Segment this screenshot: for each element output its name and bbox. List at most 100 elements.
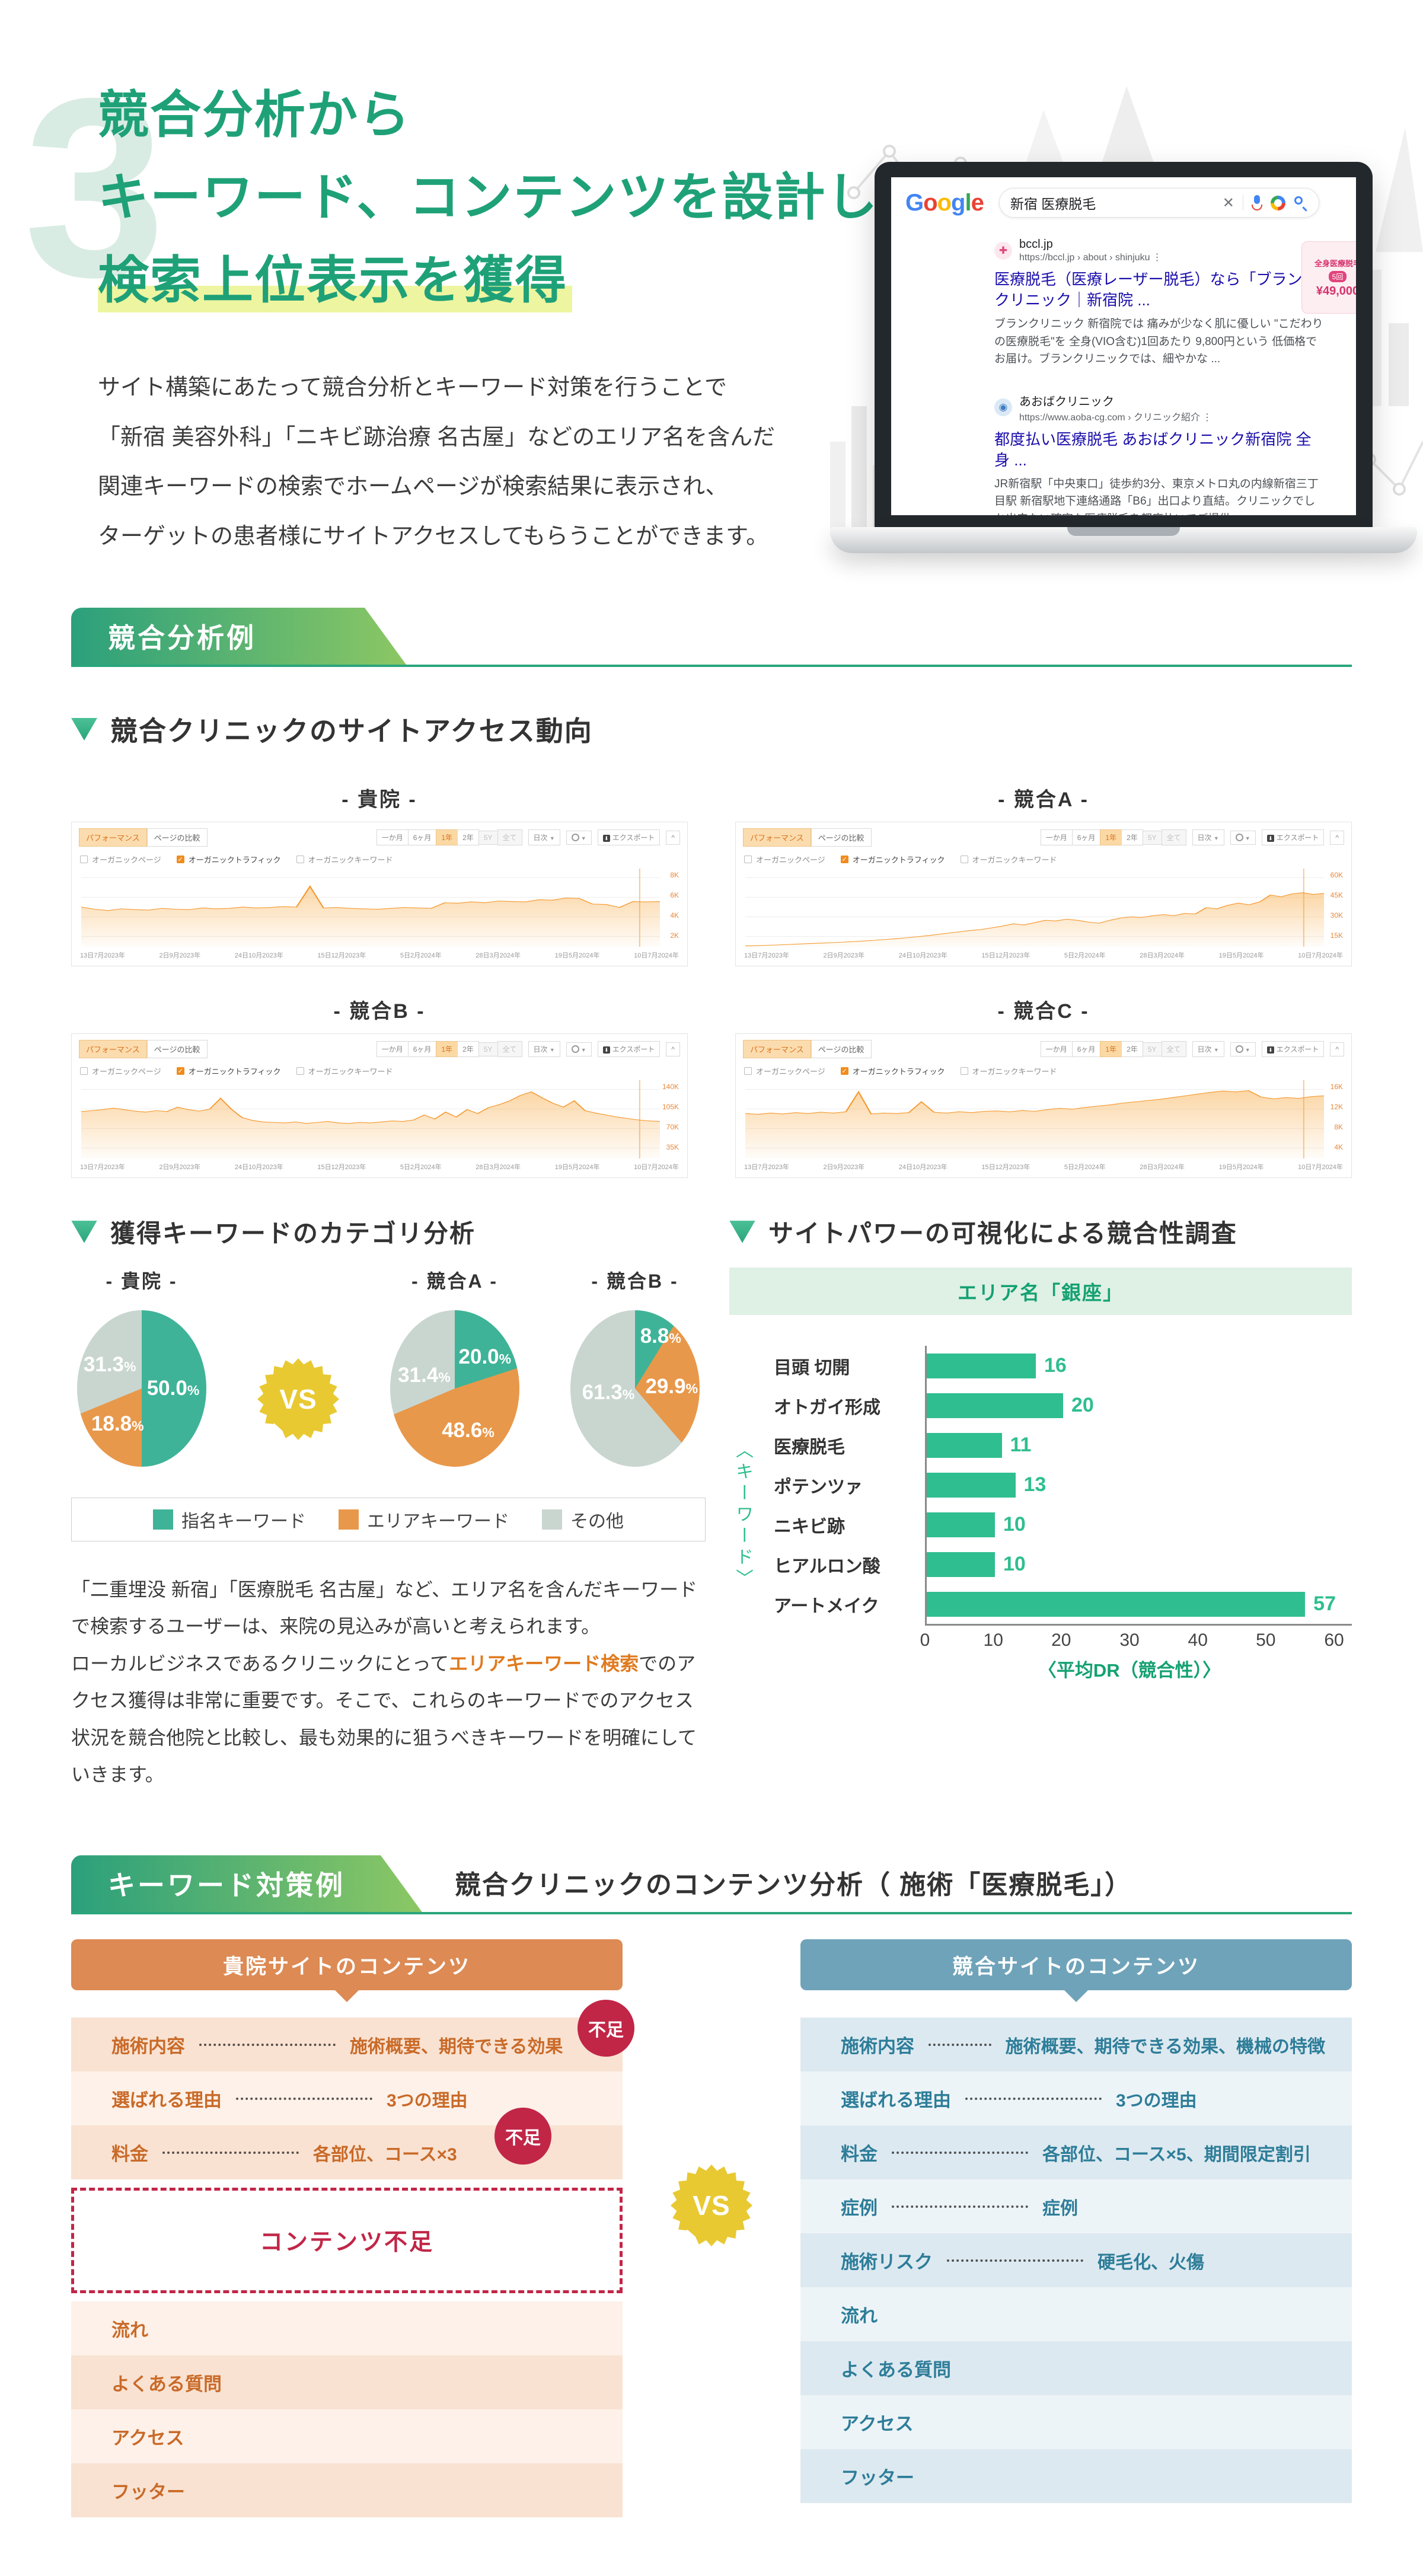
checkbox-organic-traffic[interactable]: ✓ オーガニックトラフィック	[176, 856, 281, 864]
result-description: ブランクリニック 新宿院では 痛みが少なく肌に優しい "こだわりの医療脱毛"を …	[994, 318, 1323, 366]
export-icon: ⬇	[1266, 835, 1274, 842]
bar-category: ニキビ跡	[774, 1517, 845, 1537]
analytics-grid: - 貴院 - パフォーマンス ページの比較 一か月 6ヶ月 1年 2年 5Y 全…	[71, 755, 1352, 1178]
range-6m-button[interactable]: 6ヶ月	[1071, 829, 1101, 845]
y-axis-label: 4K	[670, 911, 679, 920]
checkbox-organic-pages[interactable]: オーガニックページ	[744, 1065, 825, 1077]
collapse-button[interactable]: ^	[1330, 1042, 1344, 1056]
settings-circle-button[interactable]: ▼	[1230, 1042, 1256, 1056]
export-icon: ⬇	[1266, 1046, 1274, 1054]
checkbox-organic-keywords[interactable]: オーガニックキーワード	[296, 854, 393, 865]
range-1m-button[interactable]: 一か月	[1040, 1041, 1073, 1057]
range-1y-button[interactable]: 1年	[436, 1041, 458, 1057]
laptop-base	[830, 527, 1417, 553]
search-result: ◉ あおばクリニック https://www.aoba-cg.com › クリニ…	[994, 392, 1356, 515]
settings-circle-button[interactable]: ▼	[566, 830, 592, 845]
range-1y-button[interactable]: 1年	[436, 829, 458, 845]
collapse-button[interactable]: ^	[1330, 830, 1344, 845]
range-2y-button[interactable]: 2年	[1121, 1041, 1143, 1057]
result-title[interactable]: 医療脱毛（医療レーザー脱毛）なら「ブランクリニック｜新宿院 ...	[994, 270, 1303, 309]
range-all-button[interactable]: 全て	[1161, 1041, 1186, 1057]
search-input[interactable]: 新宿 医療脱毛 ✕	[998, 188, 1319, 218]
frequency-dropdown[interactable]: 日次 ▼	[1192, 829, 1224, 845]
tab-page-compare[interactable]: ページの比較	[811, 1040, 872, 1058]
table-row: 流れ	[71, 2302, 623, 2356]
range-5y-button[interactable]: 5Y	[478, 830, 498, 845]
export-button[interactable]: ⬇ エクスポート	[1261, 1041, 1325, 1057]
range-all-button[interactable]: 全て	[497, 1041, 522, 1057]
checkbox-organic-pages[interactable]: オーガニックページ	[744, 854, 825, 865]
export-button[interactable]: ⬇ エクスポート	[597, 829, 661, 845]
tab-page-compare[interactable]: ページの比較	[146, 1040, 208, 1058]
range-1y-button[interactable]: 1年	[1100, 829, 1122, 845]
y-axis-label: 30K	[1330, 911, 1343, 920]
clear-icon[interactable]: ✕	[1222, 194, 1234, 211]
search-query[interactable]: 新宿 医療脱毛	[1010, 196, 1096, 212]
triangle-marker-icon	[729, 1220, 755, 1243]
tab-page-compare[interactable]: ページの比較	[811, 828, 872, 847]
range-6m-button[interactable]: 6ヶ月	[407, 1041, 437, 1057]
emphasis-text: エリアキーワード検索	[449, 1652, 639, 1674]
range-1y-button[interactable]: 1年	[1100, 1041, 1122, 1057]
tab-performance[interactable]: パフォーマンス	[743, 828, 811, 847]
frequency-dropdown[interactable]: 日次 ▼	[528, 1041, 560, 1057]
range-5y-button[interactable]: 5Y	[478, 1042, 498, 1056]
range-1m-button[interactable]: 一か月	[376, 1041, 409, 1057]
keyword-paragraph: 「二重埋没 新宿」「医療脱毛 名古屋」など、エリア名を含んだキーワードで検索する…	[71, 1579, 698, 1785]
checkbox-organic-traffic[interactable]: ✓ オーガニックトラフィック	[840, 1067, 945, 1076]
section-competitive-analysis-header: 競合分析例	[71, 608, 1352, 667]
camera-lens-icon[interactable]	[1270, 195, 1285, 210]
bar-value: 10	[1003, 1513, 1026, 1536]
range-all-button[interactable]: 全て	[1161, 829, 1186, 845]
range-all-button[interactable]: 全て	[497, 829, 522, 845]
tab-performance[interactable]: パフォーマンス	[79, 828, 147, 847]
checkbox-checked-icon: ✓	[840, 856, 848, 863]
vs-text: VS	[693, 2189, 730, 2221]
range-2y-button[interactable]: 2年	[457, 1041, 479, 1057]
table-row: 施術内容 施術概要、期待できる効果 不足	[71, 2000, 634, 2072]
checkbox-organic-pages[interactable]: オーガニックページ	[80, 1065, 161, 1077]
collapse-button[interactable]: ^	[666, 830, 680, 845]
checkbox-organic-traffic[interactable]: ✓ オーガニックトラフィック	[176, 1067, 281, 1076]
checkbox-organic-pages[interactable]: オーガニックページ	[80, 854, 161, 865]
legend-label: 指名キーワード	[181, 1512, 306, 1531]
section-heading: 競合クリニックのコンテンツ分析（ 施術「医療脱毛」）	[455, 1870, 1132, 1900]
table-row: よくある質問	[800, 2341, 1352, 2396]
checkbox-organic-keywords[interactable]: オーガニックキーワード	[960, 1065, 1057, 1077]
checkbox-icon	[296, 856, 304, 863]
traffic-area-chart: 16K 12K 8K 4K	[745, 1080, 1343, 1158]
hero-description: サイト構築にあたって競合分析とキーワード対策を行うことで 「新宿 美容外科」「ニ…	[98, 363, 869, 561]
export-button[interactable]: ⬇ エクスポート	[1261, 829, 1325, 845]
search-icon[interactable]	[1294, 196, 1308, 212]
collapse-button[interactable]: ^	[666, 1042, 680, 1056]
more-icon[interactable]: ⋮	[1202, 412, 1212, 423]
y-axis-label: 6K	[670, 891, 679, 899]
settings-circle-button[interactable]: ▼	[566, 1042, 592, 1056]
bar	[927, 1393, 1063, 1418]
tab-performance[interactable]: パフォーマンス	[79, 1040, 147, 1058]
result-title[interactable]: 都度払い医療脱毛 あおばクリニック新宿院 全身 ...	[994, 430, 1312, 469]
checkbox-checked-icon: ✓	[176, 856, 184, 863]
more-icon[interactable]: ⋮	[1152, 253, 1162, 263]
frequency-dropdown[interactable]: 日次 ▼	[1192, 1041, 1224, 1057]
checkbox-organic-traffic[interactable]: ✓ オーガニックトラフィック	[840, 856, 945, 864]
table-row: フッター	[800, 2449, 1352, 2504]
range-1m-button[interactable]: 一か月	[376, 829, 409, 845]
range-2y-button[interactable]: 2年	[457, 829, 479, 845]
mic-icon[interactable]	[1251, 195, 1262, 210]
checkbox-organic-keywords[interactable]: オーガニックキーワード	[296, 1065, 393, 1077]
frequency-dropdown[interactable]: 日次 ▼	[528, 829, 560, 845]
settings-circle-button[interactable]: ▼	[1230, 830, 1256, 845]
export-button[interactable]: ⬇ エクスポート	[597, 1041, 661, 1057]
range-6m-button[interactable]: 6ヶ月	[407, 829, 437, 845]
tab-performance[interactable]: パフォーマンス	[743, 1040, 811, 1058]
range-1m-button[interactable]: 一か月	[1040, 829, 1073, 845]
vs-badge: VS	[671, 2164, 752, 2246]
result-thumbnail-ad[interactable]: 全身医療脱毛 5回 ¥49,000	[1301, 241, 1356, 314]
range-5y-button[interactable]: 5Y	[1142, 1042, 1162, 1056]
checkbox-organic-keywords[interactable]: オーガニックキーワード	[960, 854, 1057, 865]
tab-page-compare[interactable]: ページの比較	[146, 828, 208, 847]
range-6m-button[interactable]: 6ヶ月	[1071, 1041, 1101, 1057]
range-2y-button[interactable]: 2年	[1121, 829, 1143, 845]
range-5y-button[interactable]: 5Y	[1142, 830, 1162, 845]
